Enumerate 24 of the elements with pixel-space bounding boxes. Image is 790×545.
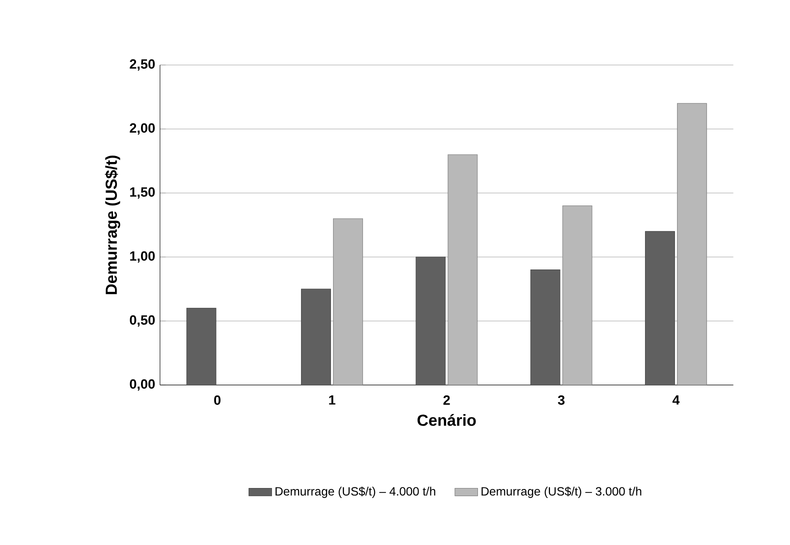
bar bbox=[645, 231, 675, 385]
bar bbox=[530, 270, 560, 385]
y-tick-label: 0,00 bbox=[130, 379, 155, 391]
x-tick-label: 4 bbox=[672, 395, 680, 405]
bar bbox=[448, 154, 478, 385]
bar bbox=[416, 256, 446, 385]
x-tick-label: 2 bbox=[443, 395, 450, 405]
y-tick-label: 1,00 bbox=[130, 251, 155, 263]
x-tick-label: 1 bbox=[329, 395, 336, 405]
legend-label: Demurrage (US$/t) – 4.000 t/h bbox=[276, 486, 436, 498]
y-tick-label: 2,00 bbox=[130, 123, 155, 135]
legend-label: Demurrage (US$/t) – 3.000 t/h bbox=[482, 486, 642, 498]
y-axis-title: Demurrage (US$/t) bbox=[104, 156, 120, 294]
bar bbox=[186, 308, 216, 385]
bar bbox=[301, 288, 331, 385]
y-tick-label: 0,50 bbox=[130, 315, 155, 327]
x-tick-label: 0 bbox=[214, 395, 221, 405]
bar bbox=[333, 218, 363, 385]
bar bbox=[562, 206, 592, 385]
bar bbox=[677, 103, 707, 385]
y-tick-label: 1,50 bbox=[130, 187, 155, 199]
x-axis-title: Cenário bbox=[418, 414, 476, 426]
x-tick-label: 3 bbox=[558, 395, 565, 405]
y-tick-label: 2,50 bbox=[130, 59, 155, 71]
